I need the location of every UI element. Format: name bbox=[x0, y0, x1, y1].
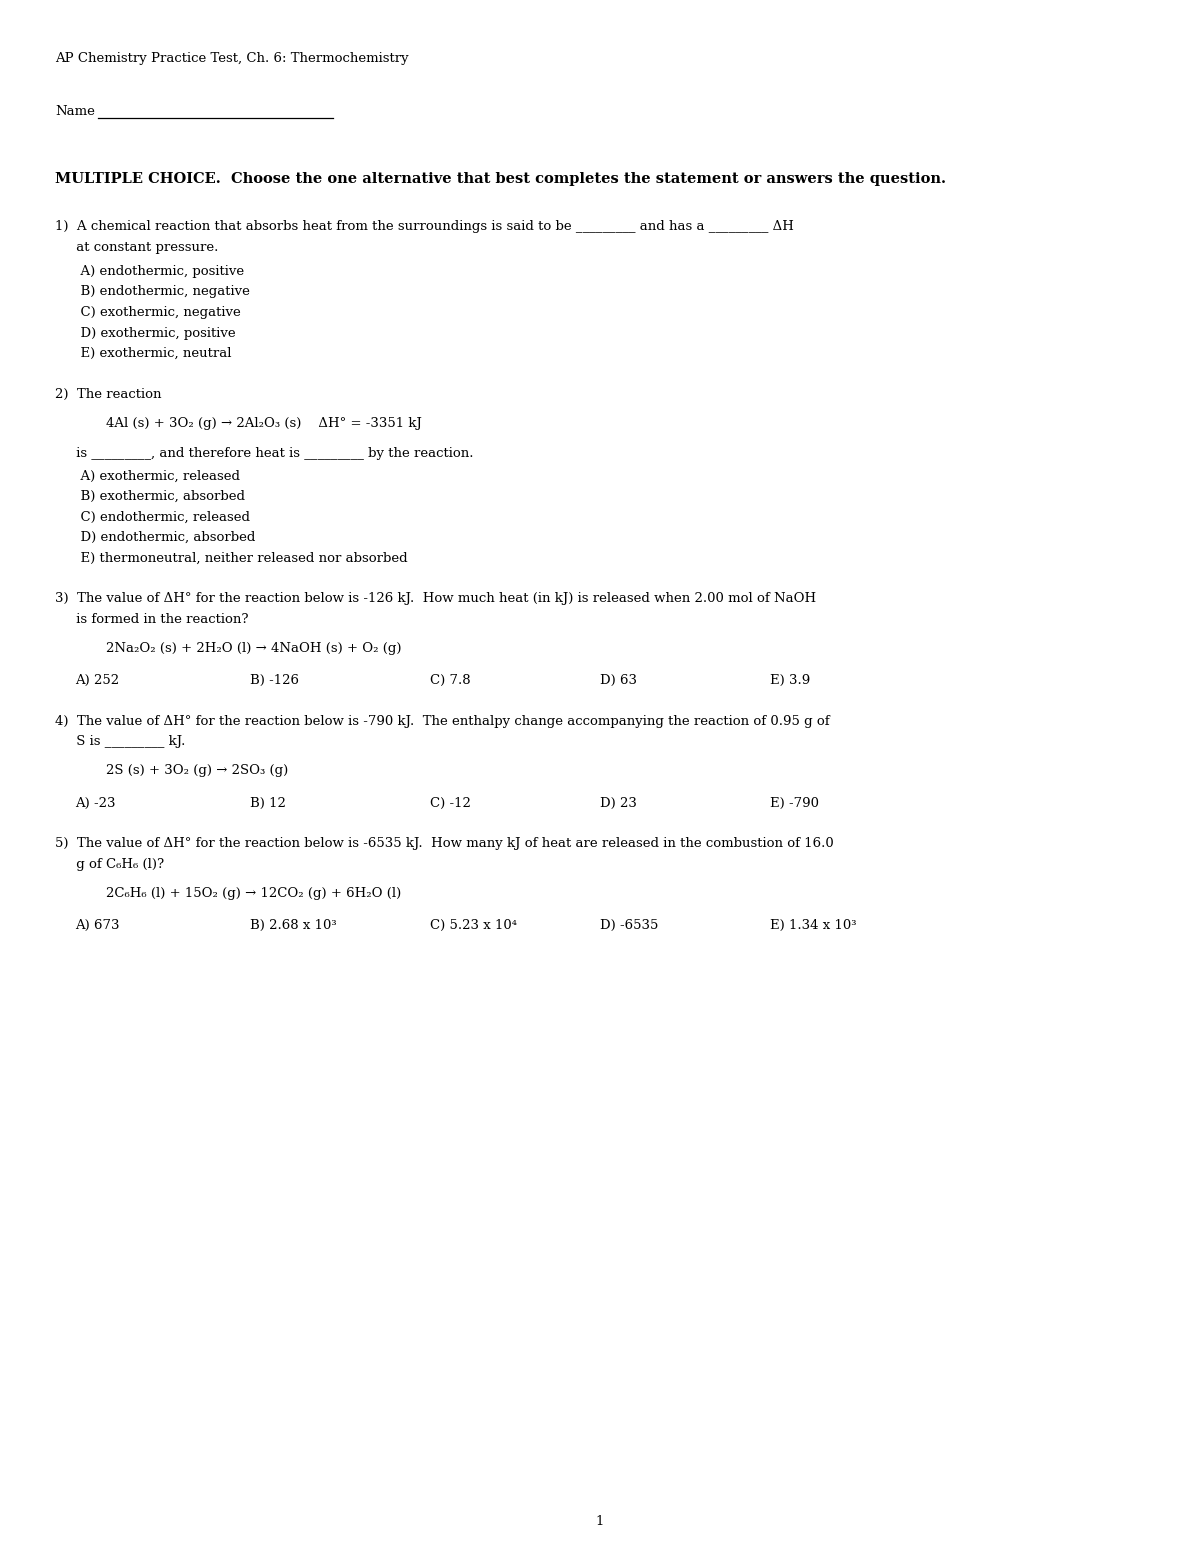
Text: 2C₆H₆ (l) + 15O₂ (g) → 12CO₂ (g) + 6H₂O (l): 2C₆H₆ (l) + 15O₂ (g) → 12CO₂ (g) + 6H₂O … bbox=[55, 887, 401, 899]
Text: E) 1.34 x 10³: E) 1.34 x 10³ bbox=[770, 919, 857, 932]
Text: E) 3.9: E) 3.9 bbox=[770, 674, 810, 686]
Text: D) 23: D) 23 bbox=[600, 797, 637, 809]
Text: is formed in the reaction?: is formed in the reaction? bbox=[55, 613, 248, 626]
Text: A) exothermic, released: A) exothermic, released bbox=[55, 469, 240, 483]
Text: A) 252: A) 252 bbox=[74, 674, 119, 686]
Text: E) thermoneutral, neither released nor absorbed: E) thermoneutral, neither released nor a… bbox=[55, 551, 408, 564]
Text: MULTIPLE CHOICE.  Choose the one alternative that best completes the statement o: MULTIPLE CHOICE. Choose the one alternat… bbox=[55, 172, 946, 186]
Text: 2Na₂O₂ (s) + 2H₂O (l) → 4NaOH (s) + O₂ (g): 2Na₂O₂ (s) + 2H₂O (l) → 4NaOH (s) + O₂ (… bbox=[55, 641, 402, 654]
Text: 4)  The value of ΔH° for the reaction below is -790 kJ.  The enthalpy change acc: 4) The value of ΔH° for the reaction bel… bbox=[55, 714, 829, 728]
Text: is _________, and therefore heat is _________ by the reaction.: is _________, and therefore heat is ____… bbox=[55, 447, 474, 460]
Text: E) -790: E) -790 bbox=[770, 797, 820, 809]
Text: C) endothermic, released: C) endothermic, released bbox=[55, 511, 250, 523]
Text: 1: 1 bbox=[596, 1516, 604, 1528]
Text: 2)  The reaction: 2) The reaction bbox=[55, 388, 162, 401]
Text: 5)  The value of ΔH° for the reaction below is -6535 kJ.  How many kJ of heat ar: 5) The value of ΔH° for the reaction bel… bbox=[55, 837, 834, 851]
Text: C) 7.8: C) 7.8 bbox=[430, 674, 470, 686]
Text: A) endothermic, positive: A) endothermic, positive bbox=[55, 266, 244, 278]
Text: 2S (s) + 3O₂ (g) → 2SO₃ (g): 2S (s) + 3O₂ (g) → 2SO₃ (g) bbox=[55, 764, 288, 776]
Text: D) -6535: D) -6535 bbox=[600, 919, 659, 932]
Text: Name: Name bbox=[55, 106, 95, 118]
Text: S is _________ kJ.: S is _________ kJ. bbox=[55, 736, 185, 749]
Text: B) exothermic, absorbed: B) exothermic, absorbed bbox=[55, 491, 245, 503]
Text: C) -12: C) -12 bbox=[430, 797, 470, 809]
Text: B) endothermic, negative: B) endothermic, negative bbox=[55, 286, 250, 298]
Text: 4Al (s) + 3O₂ (g) → 2Al₂O₃ (s)    ΔH° = -3351 kJ: 4Al (s) + 3O₂ (g) → 2Al₂O₃ (s) ΔH° = -33… bbox=[55, 416, 422, 430]
Text: at constant pressure.: at constant pressure. bbox=[55, 241, 218, 253]
Text: B) -126: B) -126 bbox=[250, 674, 299, 686]
Text: 3)  The value of ΔH° for the reaction below is -126 kJ.  How much heat (in kJ) i: 3) The value of ΔH° for the reaction bel… bbox=[55, 593, 816, 606]
Text: C) 5.23 x 10⁴: C) 5.23 x 10⁴ bbox=[430, 919, 517, 932]
Text: A) -23: A) -23 bbox=[74, 797, 115, 809]
Text: 1)  A chemical reaction that absorbs heat from the surroundings is said to be __: 1) A chemical reaction that absorbs heat… bbox=[55, 221, 794, 233]
Text: D) 63: D) 63 bbox=[600, 674, 637, 686]
Text: D) exothermic, positive: D) exothermic, positive bbox=[55, 326, 235, 340]
Text: B) 2.68 x 10³: B) 2.68 x 10³ bbox=[250, 919, 337, 932]
Text: D) endothermic, absorbed: D) endothermic, absorbed bbox=[55, 531, 256, 544]
Text: g of C₆H₆ (l)?: g of C₆H₆ (l)? bbox=[55, 857, 164, 871]
Text: C) exothermic, negative: C) exothermic, negative bbox=[55, 306, 241, 318]
Text: AP Chemistry Practice Test, Ch. 6: Thermochemistry: AP Chemistry Practice Test, Ch. 6: Therm… bbox=[55, 51, 409, 65]
Text: E) exothermic, neutral: E) exothermic, neutral bbox=[55, 346, 232, 360]
Text: B) 12: B) 12 bbox=[250, 797, 286, 809]
Text: A) 673: A) 673 bbox=[74, 919, 120, 932]
